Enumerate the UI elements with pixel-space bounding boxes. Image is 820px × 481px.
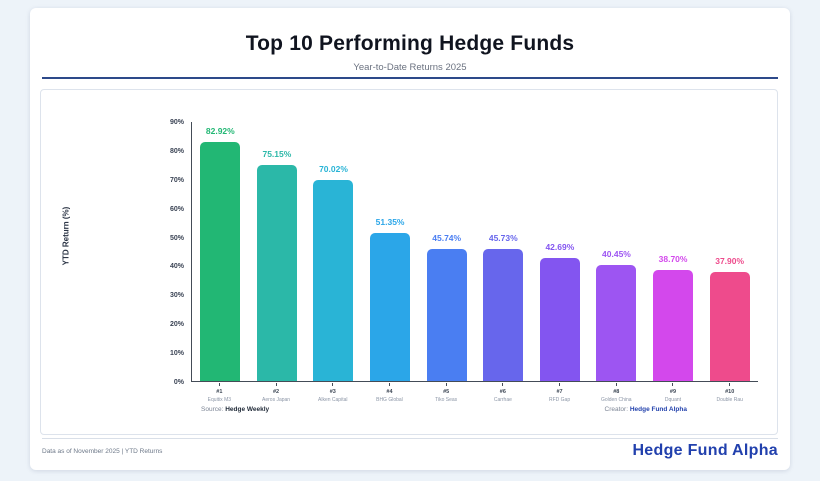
footer-data-note: Data as of November 2025 | YTD Returns <box>42 448 163 455</box>
x-label-10: #10 Double Rau <box>701 383 758 403</box>
x-tick-mark <box>332 383 334 386</box>
x-label-6: #6 Carrhae <box>475 383 532 403</box>
fund-rank-label: #6 <box>499 389 506 395</box>
bar-1 <box>200 142 241 381</box>
fund-name-label: RFD Gap <box>549 397 571 403</box>
footer-divider <box>42 438 778 439</box>
fund-rank-label: #3 <box>329 389 336 395</box>
x-label-2: #2 Aeros Japan <box>248 383 305 403</box>
bar-value-label: 37.90% <box>715 255 745 266</box>
title-divider <box>42 77 778 79</box>
fund-name-label: Tiko Seas <box>435 397 458 403</box>
fund-rank-label: #2 <box>272 389 280 395</box>
bar-3 <box>313 179 354 381</box>
bar-slot-1: 82.92% <box>192 122 249 381</box>
bar-slot-7: 42.69% <box>532 122 589 381</box>
source-note: Source: Hedge Weekly <box>201 406 269 413</box>
bar-value-label: 75.15% <box>262 148 292 159</box>
fund-name-label: Dquant <box>664 397 682 403</box>
x-tick-mark <box>559 383 561 386</box>
fund-name-label: Carrhae <box>493 397 512 403</box>
x-label-3: #3 Alken Capital <box>304 383 361 403</box>
x-tick-mark <box>275 383 277 386</box>
page-subtitle: Year-to-Date Returns 2025 <box>353 62 467 73</box>
fund-name-label: Aeros Japan <box>262 397 291 403</box>
bar-slot-6: 45.73% <box>475 122 532 381</box>
x-tick-mark <box>388 383 390 386</box>
infographic-card: Top 10 Performing Hedge Funds Year-to-Da… <box>30 8 790 470</box>
footer-brand: Hedge Fund Alpha <box>632 442 778 459</box>
creator-label: Creator: <box>604 406 628 413</box>
source-label: Source: <box>201 406 224 413</box>
fund-rank-label: #7 <box>556 389 563 395</box>
plot-area: 82.92% 75.15% 70.02% 51.35% 45.74% 45.73% 42.6… <box>191 122 758 382</box>
bar-slot-5: 45.74% <box>418 122 475 381</box>
fund-rank-label: #9 <box>669 389 677 395</box>
bar-2 <box>256 164 297 381</box>
y-tick-label: 20% <box>169 321 184 329</box>
creator-note: Creator: Hedge Fund Alpha <box>605 406 687 413</box>
y-tick-label: 50% <box>169 234 184 242</box>
x-axis-labels: #1 Equitix M3 #2 Aeros Japan #3 Alken Capital… <box>191 383 758 403</box>
y-tick-label: 90% <box>169 119 184 126</box>
y-tick-label: 10% <box>169 350 184 358</box>
bar-value-label: 40.45% <box>602 248 631 259</box>
y-tick-label: 80% <box>169 147 184 155</box>
bar-6 <box>483 249 524 381</box>
y-tick-label: 60% <box>169 205 184 213</box>
fund-name-label: BHG Global <box>376 397 403 403</box>
source-value: Hedge Weekly <box>225 406 270 413</box>
x-tick-mark <box>729 383 731 386</box>
x-label-9: #9 Dquant <box>645 383 702 403</box>
fund-name-label: Alken Capital <box>318 397 348 403</box>
fund-rank-label: #8 <box>613 389 620 395</box>
fund-name-label: Golden China <box>600 397 632 403</box>
bar-value-label: 38.70% <box>658 253 688 264</box>
x-label-7: #7 RFD Gap <box>531 383 588 403</box>
y-tick-label: 0% <box>173 379 184 386</box>
fund-rank-label: #4 <box>386 389 393 395</box>
bar-value-label: 70.02% <box>319 163 348 174</box>
bar-7 <box>539 258 580 381</box>
y-tick-label: 40% <box>169 263 184 271</box>
bar-10 <box>709 271 750 381</box>
bar-slot-9: 38.70% <box>645 122 702 381</box>
page-title: Top 10 Performing Hedge Funds <box>245 32 575 55</box>
x-label-8: #8 Golden China <box>588 383 645 403</box>
y-axis-ticks: 0% 10% 20% 30% 40% 50% 60% 70% 80% 90% <box>41 119 184 386</box>
y-tick-label: 70% <box>169 176 184 184</box>
fund-rank-label: #1 <box>216 389 223 395</box>
bar-slot-10: 37.90% <box>701 122 758 381</box>
bar-value-label: 42.69% <box>545 242 575 253</box>
bar-5 <box>426 249 467 381</box>
x-tick-mark <box>502 383 504 386</box>
y-tick-label: 30% <box>169 292 184 300</box>
bar-9 <box>653 269 694 381</box>
chart-panel: YTD Return (%) 0% 10% 20% 30% 40% 50% 60% 70% 80… <box>40 89 778 435</box>
x-tick-mark <box>445 383 447 386</box>
bar-slot-3: 70.02% <box>305 122 362 381</box>
bar-slot-4: 51.35% <box>362 122 419 381</box>
bar-8 <box>596 264 637 381</box>
bar-4 <box>370 233 411 381</box>
x-tick-mark <box>218 383 220 386</box>
x-label-5: #5 Tiko Seas <box>418 383 475 403</box>
fund-rank-label: #5 <box>443 389 450 395</box>
fund-name-label: Equitix M3 <box>207 397 232 403</box>
x-tick-mark <box>672 383 674 386</box>
fund-rank-label: #10 <box>725 389 735 395</box>
bar-slot-8: 40.45% <box>588 122 645 381</box>
x-tick-mark <box>615 383 617 386</box>
x-label-1: #1 Equitix M3 <box>191 383 248 403</box>
bar-slot-2: 75.15% <box>249 122 306 381</box>
bar-value-label: 82.92% <box>205 126 235 137</box>
x-label-4: #4 BHG Global <box>361 383 418 403</box>
creator-value: Hedge Fund Alpha <box>629 406 687 413</box>
bar-value-label: 45.73% <box>488 233 518 244</box>
bar-value-label: 45.74% <box>432 233 462 244</box>
bar-value-label: 51.35% <box>375 217 405 228</box>
fund-name-label: Double Rau <box>716 397 743 403</box>
